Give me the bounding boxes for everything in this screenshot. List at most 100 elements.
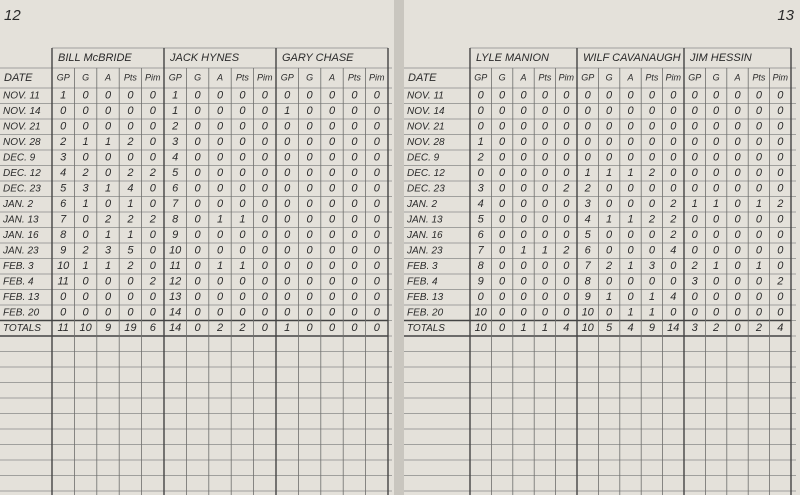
stat-cell: 0 — [329, 183, 336, 195]
stat-cell: 1 — [606, 167, 612, 179]
stat-cell: 0 — [284, 183, 291, 195]
stat-cell: 9 — [105, 322, 111, 334]
stat-cell: 0 — [734, 152, 741, 164]
stat-cell: 0 — [585, 105, 592, 117]
date-cell: DEC. 12 — [3, 168, 41, 179]
page-number: 12 — [4, 7, 21, 24]
stat-cell: 0 — [627, 229, 634, 241]
stat-cell: 0 — [60, 121, 67, 133]
date-cell: DEC. 23 — [407, 183, 445, 194]
stat-cell: 1 — [713, 260, 719, 272]
stat-cell: 0 — [713, 152, 720, 164]
stat-cell: 0 — [542, 152, 549, 164]
stat-cell: 0 — [105, 291, 112, 303]
stat-cell: 0 — [329, 260, 336, 272]
stat-cell: 0 — [542, 167, 549, 179]
stat-cell: 10 — [475, 322, 488, 334]
stat-cell: 14 — [169, 322, 181, 334]
stat-cell: 0 — [542, 214, 549, 226]
stat-cell: 1 — [105, 183, 111, 195]
stat-cell: 3 — [585, 198, 592, 210]
stat-cell: 0 — [307, 322, 314, 334]
stat-cell: 0 — [329, 214, 336, 226]
date-cell: JAN. 23 — [2, 245, 39, 256]
stat-cell: 0 — [60, 291, 67, 303]
stat-cell: 0 — [734, 307, 741, 319]
stat-cell: 0 — [713, 276, 720, 288]
stat-cell: 0 — [606, 229, 613, 241]
stat-cell: 2 — [776, 276, 783, 288]
stat-cell: 0 — [195, 307, 202, 319]
stat-cell: 4 — [478, 198, 484, 210]
stat-cell: 1 — [105, 229, 111, 241]
stat-cell: 0 — [374, 105, 381, 117]
date-cell: FEB. 20 — [407, 307, 444, 318]
stat-cell: 0 — [262, 322, 269, 334]
stat-cell: 0 — [329, 291, 336, 303]
stat-cell: 0 — [329, 229, 336, 241]
stat-cell: 0 — [374, 245, 381, 257]
stat-cell: 0 — [478, 291, 485, 303]
stat-cell: 0 — [262, 152, 269, 164]
stat-cell: 0 — [499, 183, 506, 195]
stat-cell: 1 — [239, 214, 245, 226]
stat-cell: 0 — [195, 322, 202, 334]
stat-header: G — [499, 72, 506, 82]
stat-cell: 0 — [520, 291, 527, 303]
stat-cell: 0 — [374, 214, 381, 226]
stat-cell: 0 — [262, 214, 269, 226]
stat-cell: 1 — [217, 214, 223, 226]
stat-cell: 13 — [169, 291, 182, 303]
player-name: GARY CHASE — [282, 52, 354, 64]
stat-cell: 0 — [756, 229, 763, 241]
stat-cell: 0 — [713, 214, 720, 226]
stat-cell: 0 — [239, 307, 246, 319]
stat-cell: 1 — [627, 214, 633, 226]
stat-cell: 0 — [284, 198, 291, 210]
stat-cell: 0 — [307, 136, 314, 148]
stat-cell: 10 — [169, 245, 182, 257]
date-cell: NOV. 28 — [407, 137, 445, 148]
stat-header: GP — [581, 72, 594, 82]
stat-cell: 0 — [83, 90, 90, 102]
stat-cell: 8 — [585, 276, 592, 288]
date-cell: JAN. 23 — [406, 245, 443, 256]
stat-cell: 0 — [351, 152, 358, 164]
stat-cell: 0 — [195, 245, 202, 257]
stat-cell: 0 — [374, 229, 381, 241]
stat-cell: 10 — [475, 307, 488, 319]
stat-cell: 9 — [60, 245, 66, 257]
stat-cell: 14 — [169, 307, 181, 319]
stat-cell: 6 — [60, 198, 67, 210]
stat-cell: 0 — [520, 90, 527, 102]
stat-cell: 8 — [478, 260, 485, 272]
stat-cell: 0 — [195, 198, 202, 210]
stat-cell: 0 — [307, 121, 314, 133]
stat-cell: 0 — [777, 121, 784, 133]
stat-cell: 1 — [756, 260, 762, 272]
stat-cell: 0 — [627, 152, 634, 164]
stat-cell: 0 — [670, 276, 677, 288]
stat-cell: 9 — [649, 322, 655, 334]
stat-cell: 0 — [585, 90, 592, 102]
stat-cell: 0 — [542, 229, 549, 241]
stat-cell: 0 — [195, 214, 202, 226]
stat-cell: 0 — [734, 245, 741, 257]
stat-header: Pts — [645, 72, 659, 82]
stat-cell: 0 — [329, 307, 336, 319]
stat-cell: 0 — [520, 307, 527, 319]
stat-cell: 0 — [307, 229, 314, 241]
stat-cell: 0 — [692, 229, 699, 241]
stat-cell: 11 — [57, 276, 68, 288]
stat-cell: 2 — [648, 214, 655, 226]
stat-cell: 0 — [670, 136, 677, 148]
stat-cell: 0 — [734, 214, 741, 226]
stat-cell: 2 — [669, 214, 676, 226]
stat-cell: 0 — [756, 291, 763, 303]
stat-header: GP — [281, 72, 294, 82]
stat-cell: 0 — [499, 214, 506, 226]
stat-cell: 2 — [82, 245, 89, 257]
stat-cell: 0 — [284, 167, 291, 179]
stat-cell: 0 — [478, 167, 485, 179]
stat-cell: 6 — [172, 183, 179, 195]
